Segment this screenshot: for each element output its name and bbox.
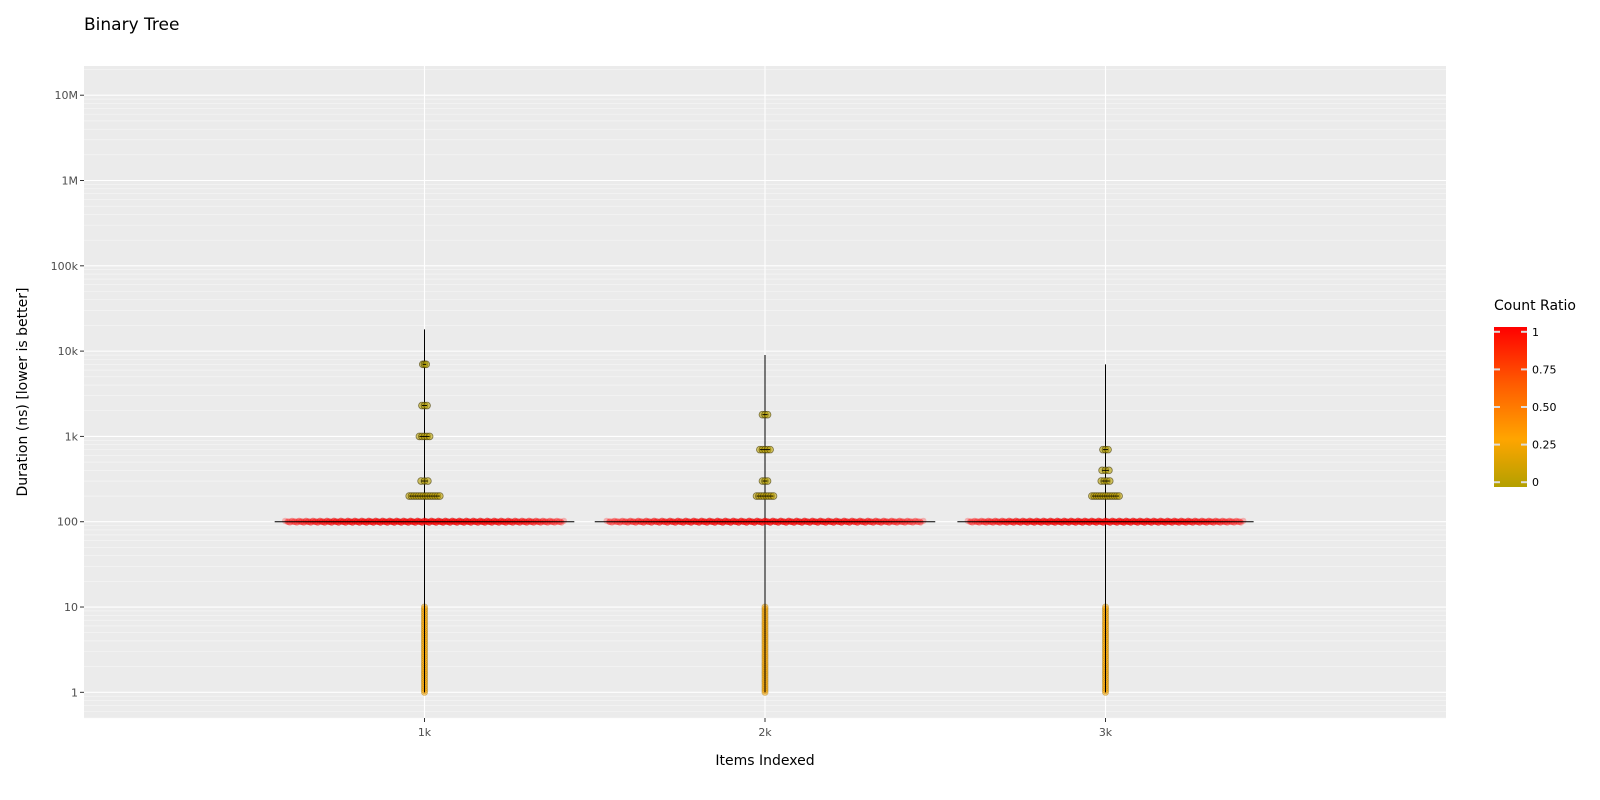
x-axis-title: Items Indexed [715,753,814,769]
data-point [537,519,545,526]
violin-3k [957,364,1254,696]
y-tick-label: 1M [62,175,79,188]
legend-title: Count Ratio [1494,298,1576,314]
data-point [964,517,971,525]
data-point [307,519,315,526]
data-point [558,519,565,526]
data-point [1216,519,1224,526]
data-point [991,517,999,525]
data-point [976,519,983,526]
data-point [1240,517,1247,525]
y-tick-label: 10k [58,345,79,358]
data-point [920,517,927,525]
legend-ticks: 0 0.25 0.50 0.75 1 [1494,326,1557,489]
y-tick-label: 1k [65,430,79,443]
data-point [1226,517,1233,525]
data-point [603,517,610,525]
data-point [523,519,531,526]
legend: Count Ratio 0 0.25 0.50 0.75 1 [1494,298,1576,489]
data-point [896,517,904,525]
data-point [616,519,624,526]
data-point [640,519,648,526]
data-point [539,517,547,525]
data-point [982,519,990,526]
data-point [624,519,632,526]
data-point [909,519,916,526]
data-point [1205,517,1213,525]
legend-tick-label: 1 [1532,326,1539,339]
data-point [1209,519,1217,526]
data-point [901,519,909,526]
y-tick-label: 100 [57,516,78,529]
violin-2k [594,355,936,696]
x-tick-label: 3k [1099,726,1113,739]
data-point [632,519,640,526]
x-tick-label: 1k [418,726,432,739]
data-point [1237,519,1245,526]
data-point [1219,517,1227,525]
data-point [525,517,533,525]
data-point [619,517,626,525]
x-tick-label: 2k [758,726,772,739]
data-point [969,519,976,526]
data-point [885,519,893,526]
data-point [996,519,1004,526]
data-point [989,519,997,526]
data-point [281,517,289,525]
data-point [309,517,317,525]
legend-tick-label: 0.50 [1532,401,1557,414]
data-point [611,517,618,525]
data-point [978,517,985,525]
data-point [288,517,296,525]
data-point [1233,517,1240,525]
chart-title: Binary Tree [84,15,179,35]
data-point [1203,519,1210,526]
y-tick-label: 10 [64,601,78,614]
data-point [912,517,919,525]
legend-tick-label: 0.75 [1532,363,1557,376]
data-point [530,519,538,526]
data-point [293,519,300,526]
data-point [1212,517,1220,525]
data-point [302,517,310,525]
data-point [893,519,901,526]
data-point [1230,519,1238,526]
data-point [1223,519,1231,526]
data-point [544,519,552,526]
data-point [560,517,568,525]
data-point [553,517,561,525]
data-point [880,517,888,525]
legend-tick-label: 0.25 [1532,439,1557,452]
violin-marks [274,329,1254,696]
data-point [608,519,616,526]
data-point [300,519,308,526]
legend-tick-label: 0 [1532,476,1539,489]
data-point [877,519,885,526]
data-point [551,519,558,526]
data-point [314,519,322,526]
y-tick-label: 10M [55,89,79,102]
data-point [634,517,642,525]
data-point [904,517,911,525]
data-point [546,517,554,525]
data-point [984,517,992,525]
data-point [286,519,294,526]
data-point [532,517,540,525]
x-axis: 1k 2k 3k [418,718,1113,739]
y-tick-label: 100k [51,260,79,273]
data-point [626,517,634,525]
y-axis-title: Duration (ns) [lower is better] [15,288,31,497]
data-point [888,517,896,525]
y-axis: 1 10 100 1k 10k 100k 1M 10M [51,89,84,699]
data-point [971,517,978,525]
data-point [295,517,303,525]
violin-1k [274,329,575,696]
y-tick-label: 1 [71,686,78,699]
data-point [917,519,924,526]
